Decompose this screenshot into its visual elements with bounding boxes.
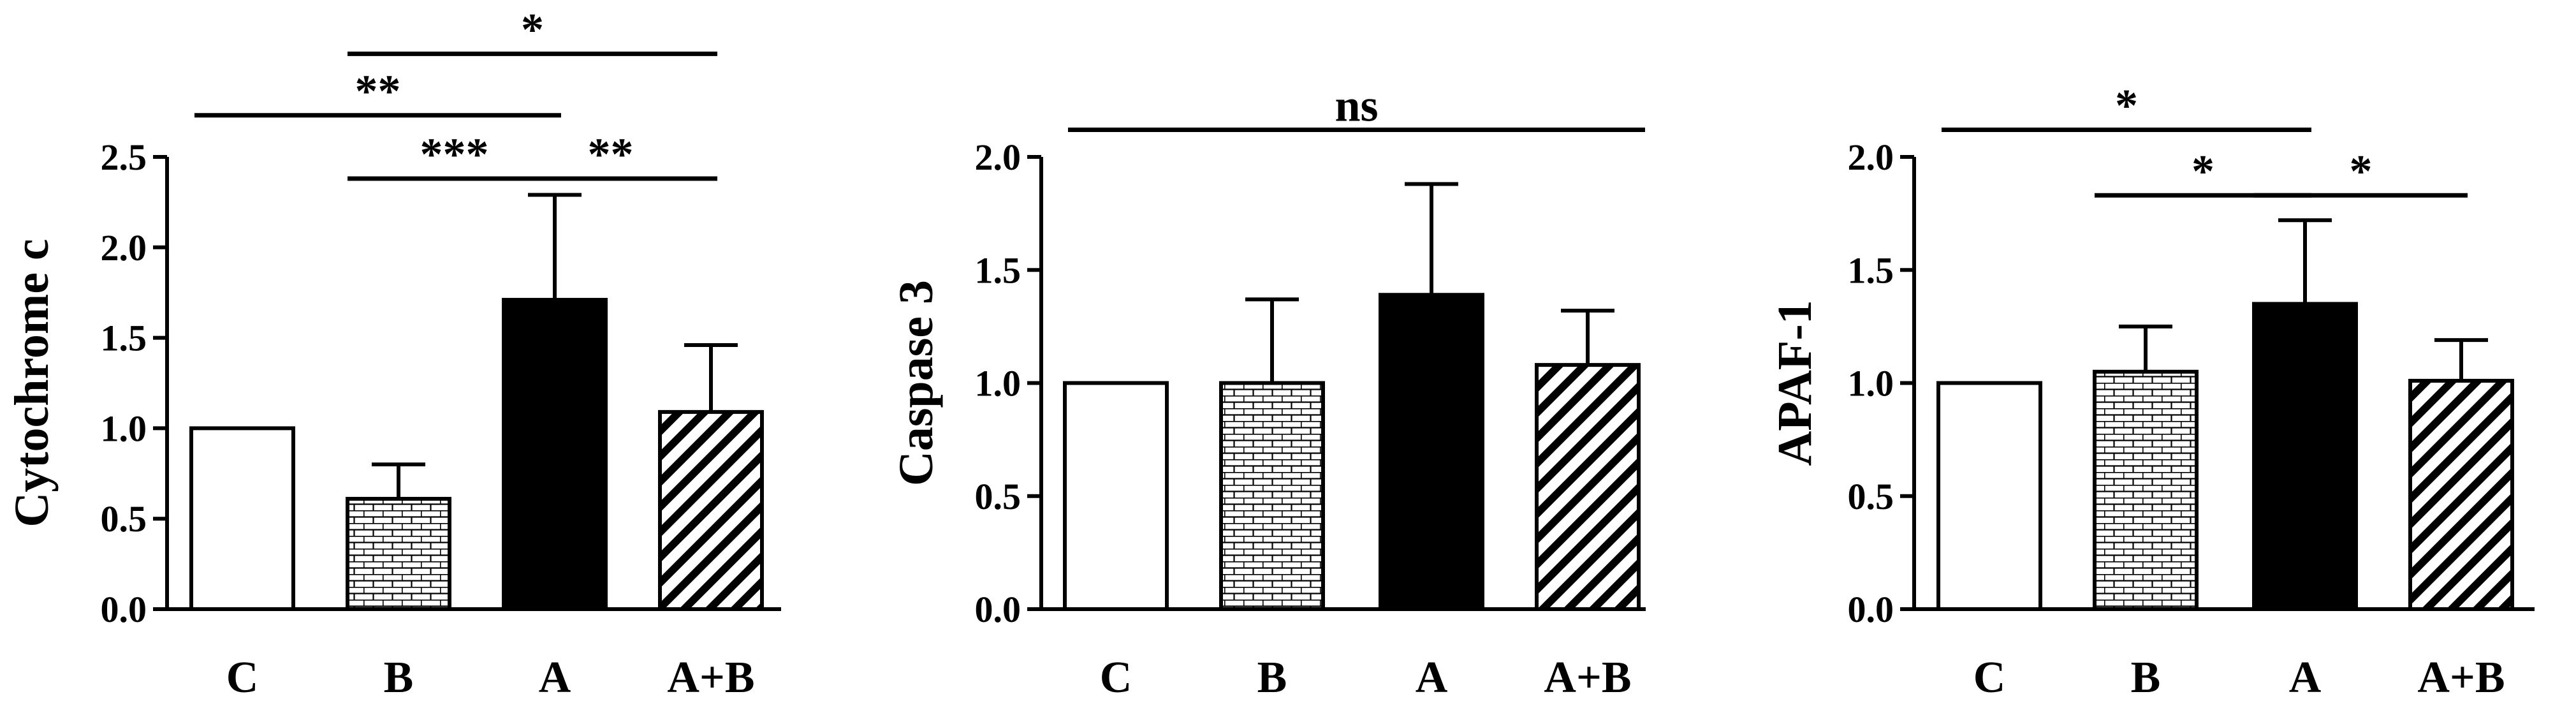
bar-aplusb bbox=[658, 409, 764, 611]
y-tick-label: 0.5 bbox=[975, 476, 1021, 517]
bar-aplusb bbox=[1535, 363, 1641, 611]
bar-c bbox=[1936, 381, 2042, 611]
category-label: C bbox=[1973, 653, 2006, 702]
category-label: B bbox=[384, 653, 414, 702]
significance-label: ns bbox=[1335, 80, 1378, 131]
y-tick-label: 1.0 bbox=[101, 408, 147, 449]
y-tick-label: 1.0 bbox=[975, 363, 1021, 404]
significance-label: ** bbox=[588, 129, 634, 180]
y-tick-label: 0.5 bbox=[1848, 476, 1894, 517]
category-label: C bbox=[226, 653, 259, 702]
y-tick-label: 1.0 bbox=[1848, 363, 1894, 404]
bar-aplusb bbox=[2408, 378, 2514, 612]
bar-b bbox=[346, 497, 451, 612]
y-tick-label: 2.5 bbox=[101, 136, 147, 178]
y-tick-label: 0.0 bbox=[101, 589, 147, 630]
y-tick-label: 0.5 bbox=[101, 498, 147, 540]
bar-c bbox=[189, 426, 295, 612]
category-label: A+B bbox=[667, 653, 754, 702]
y-tick-label: 2.0 bbox=[101, 227, 147, 269]
category-label: A+B bbox=[1544, 653, 1631, 702]
bar-a bbox=[2252, 302, 2358, 611]
y-tick-label: 0.0 bbox=[975, 589, 1021, 630]
bar-b bbox=[1219, 381, 1325, 611]
bar-c bbox=[1063, 381, 1169, 611]
bar-a bbox=[502, 298, 608, 611]
y-axis-title: Cytochrome c bbox=[5, 239, 59, 527]
category-label: C bbox=[1100, 653, 1132, 702]
bar-b bbox=[2093, 369, 2199, 612]
significance-label: * bbox=[521, 4, 544, 55]
y-tick-label: 1.5 bbox=[101, 318, 147, 359]
significance-label: ** bbox=[355, 66, 401, 117]
y-axis-title: Caspase 3 bbox=[889, 280, 943, 486]
y-tick-label: 0.0 bbox=[1848, 589, 1894, 630]
y-tick-label: 2.0 bbox=[975, 136, 1021, 178]
category-label: A bbox=[539, 653, 571, 702]
y-axis-title: APAF-1 bbox=[1768, 300, 1822, 466]
chart-panel-2: 0.0 0.5 1.0 1.5 2.0 Caspase 3 C B A A+B ns bbox=[889, 80, 1646, 702]
significance-label: * bbox=[2115, 80, 2138, 131]
category-label: B bbox=[1257, 653, 1287, 702]
chart-panel-3: 0.0 0.5 1.0 1.5 2.0 APAF-1 C B A A+B * * * bbox=[1768, 80, 2535, 702]
significance-label: *** bbox=[420, 129, 489, 180]
y-tick-label: 1.5 bbox=[1848, 249, 1894, 291]
category-label: A bbox=[2289, 653, 2322, 702]
category-label: B bbox=[2131, 653, 2161, 702]
y-tick-label: 2.0 bbox=[1848, 136, 1894, 178]
significance-label: * bbox=[2192, 145, 2214, 196]
category-label: A bbox=[1416, 653, 1448, 702]
category-label: A+B bbox=[2417, 653, 2505, 702]
y-tick-label: 1.5 bbox=[975, 249, 1021, 291]
bar-a bbox=[1379, 293, 1484, 611]
significance-label: * bbox=[2350, 145, 2373, 196]
